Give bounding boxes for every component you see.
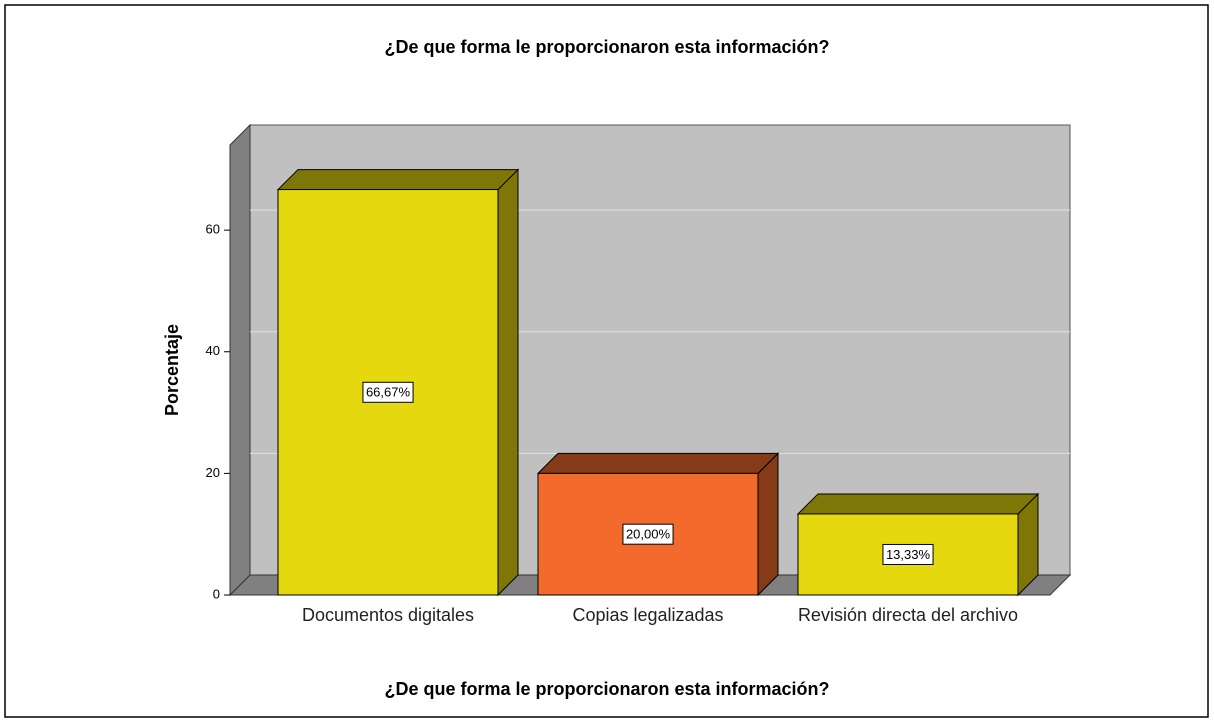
value-label-box: [362, 381, 414, 403]
y-axis-label: Porcentaje: [162, 324, 182, 416]
value-label: 13,33%: [886, 547, 931, 562]
x-tick-label: Revisión directa del archivo: [797, 605, 1019, 625]
bar-top: [796, 493, 1040, 515]
y-tick-label: 60: [206, 222, 220, 237]
x-tick-label: Copias legalizadas: [572, 605, 724, 625]
y-tick-label: 0: [213, 586, 220, 601]
bar-side: [757, 452, 779, 597]
value-label: 20,00%: [626, 527, 671, 542]
bar-top: [276, 169, 520, 191]
x-tick-label: Documentos digitales: [301, 605, 475, 625]
value-label-box: [882, 543, 934, 565]
y-tick-label: 40: [206, 343, 220, 358]
left-wall: [229, 123, 251, 597]
x-axis-label: ¿De que forma le proporcionaron esta inf…: [384, 679, 829, 699]
value-label: 66,67%: [366, 385, 411, 400]
frame: [4, 4, 1209, 718]
bar-top: [536, 452, 780, 474]
y-tick-label: 20: [206, 465, 220, 480]
bar-side: [497, 168, 519, 597]
value-label-box: [622, 523, 674, 545]
chart-title: ¿De que forma le proporcionaron esta inf…: [384, 37, 829, 57]
